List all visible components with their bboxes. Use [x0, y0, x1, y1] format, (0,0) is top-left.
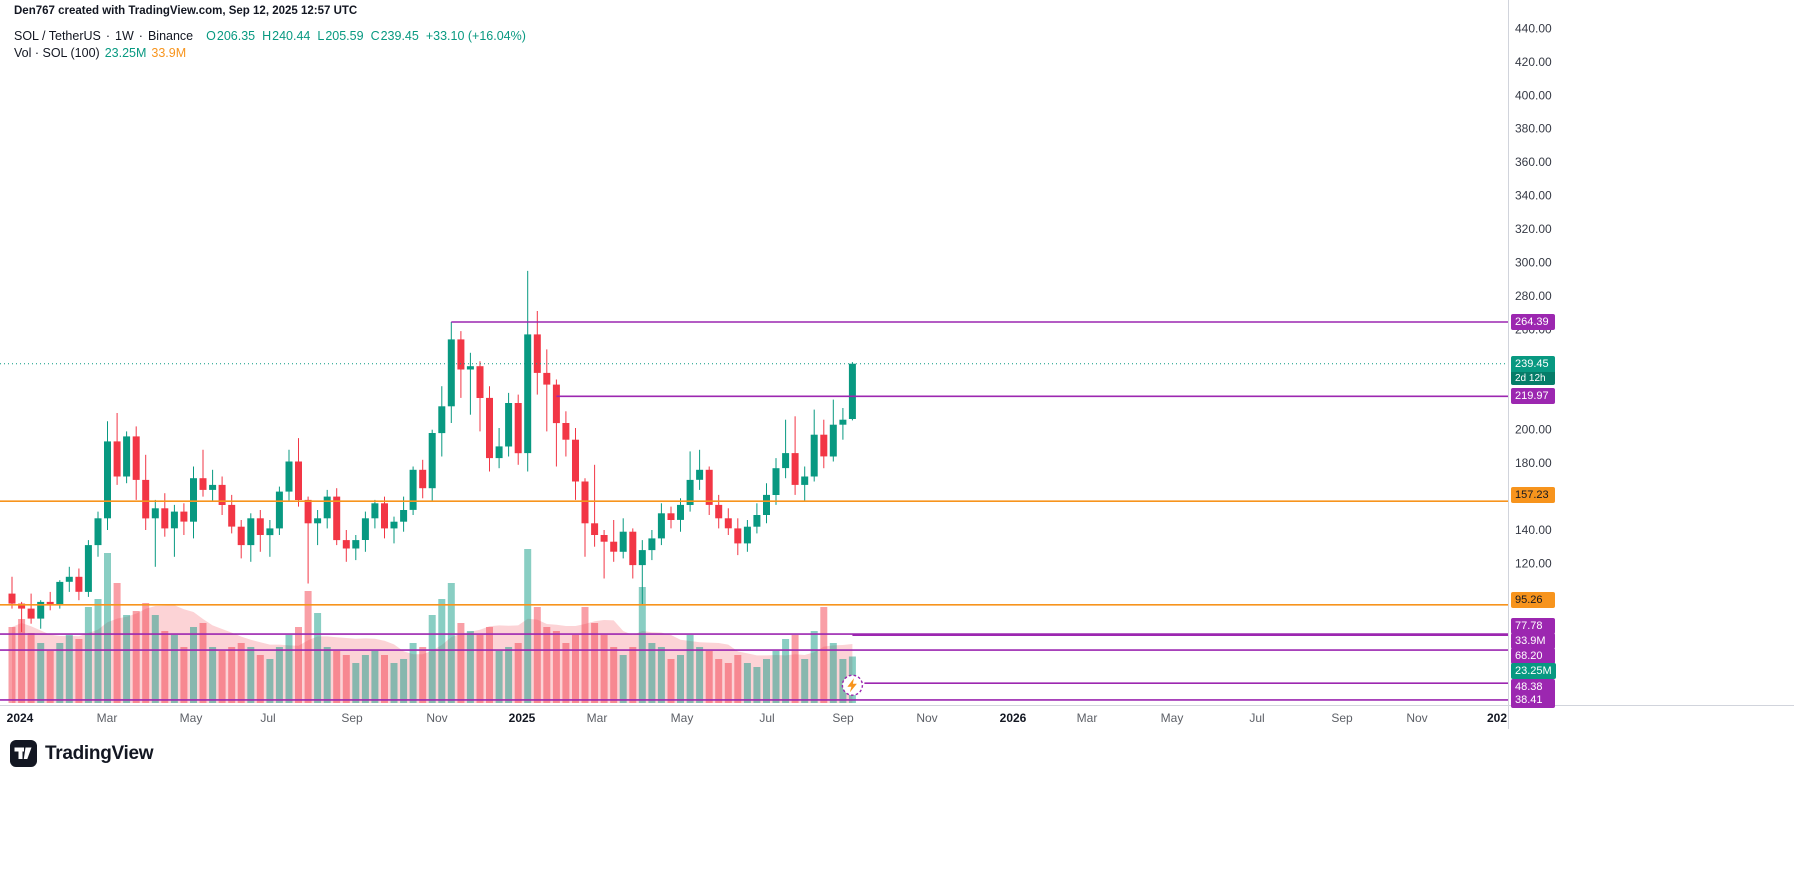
svg-text:200.00: 200.00 — [1515, 423, 1552, 437]
tradingview-logo-icon — [10, 740, 37, 767]
svg-text:400.00: 400.00 — [1515, 88, 1552, 102]
interval-label[interactable]: 1W — [115, 29, 134, 43]
svg-text:2025: 2025 — [509, 711, 536, 725]
svg-text:May: May — [1161, 711, 1184, 725]
svg-text:Jul: Jul — [759, 711, 774, 725]
svg-text:180.00: 180.00 — [1515, 456, 1552, 470]
horizontal-level-lines[interactable] — [0, 321, 1508, 701]
svg-text:120.00: 120.00 — [1515, 557, 1552, 571]
volume-ma-area — [12, 605, 853, 703]
svg-text:Nov: Nov — [916, 711, 937, 725]
bar-close-countdown: 2d 12h — [1511, 371, 1555, 385]
svg-text:Mar: Mar — [1077, 711, 1098, 725]
candles — [8, 270, 856, 632]
low-value: 205.59 — [325, 29, 364, 43]
svg-text:300.00: 300.00 — [1515, 256, 1552, 270]
open-label: O — [206, 29, 216, 43]
open-value: 206.35 — [216, 29, 256, 43]
svg-text:Sep: Sep — [341, 711, 363, 725]
svg-text:320.00: 320.00 — [1515, 222, 1552, 236]
svg-text:Sep: Sep — [832, 711, 854, 725]
svg-text:140.00: 140.00 — [1515, 523, 1552, 537]
level-badge-38-41[interactable]: 38.41 — [1511, 691, 1555, 708]
lightning-icon[interactable] — [841, 674, 864, 696]
time-axis-labels[interactable]: 2024 Mar May Jul Sep Nov 2025 Mar May Jul Sep Nov 20… — [7, 711, 1508, 725]
brand-text: TradingView — [45, 742, 154, 764]
high-label: H — [262, 29, 272, 43]
level-badge-48-38[interactable]: 48.38 — [1511, 679, 1555, 696]
svg-text:Sep: Sep — [1331, 711, 1353, 725]
volume-bars — [8, 549, 856, 703]
close-value: 239.45 — [380, 29, 419, 43]
footer: TradingView — [10, 740, 154, 767]
svg-text:Jul: Jul — [1249, 711, 1264, 725]
svg-text:2026: 2026 — [1000, 711, 1027, 725]
low-label: L — [317, 29, 325, 43]
volume-row: Vol · SOL (100) 23.25M 33.9M — [14, 46, 526, 60]
svg-text:380.00: 380.00 — [1515, 122, 1552, 136]
svg-text:202: 202 — [1487, 711, 1507, 725]
svg-text:Nov: Nov — [1406, 711, 1427, 725]
separator-dot: · — [105, 29, 111, 43]
current-volume-badge[interactable]: 23.25M — [1511, 662, 1556, 679]
price-axis-badges[interactable]: 264.39 239.45 2d 12h 219.97 157.23 95.26 77.78… — [1511, 0, 1581, 735]
ohlc-values: O 206.35 H 240.44 L 205.59 C 239.45 +33.10 (… — [206, 29, 526, 43]
current-price-badge[interactable]: 239.45 2d 12h — [1511, 355, 1555, 385]
volume-ma-badge[interactable]: 33.9M — [1511, 633, 1555, 650]
symbol-title[interactable]: SOL / TetherUS — [14, 29, 101, 43]
svg-text:May: May — [180, 711, 203, 725]
svg-text:Nov: Nov — [426, 711, 447, 725]
level-badge-95-26[interactable]: 95.26 — [1511, 591, 1555, 608]
level-badge-264-39[interactable]: 264.39 — [1511, 314, 1555, 331]
level-badge-157-23[interactable]: 157.23 — [1511, 487, 1555, 504]
exchange-label[interactable]: Binance — [147, 29, 194, 43]
volume-indicator-label[interactable]: Vol · SOL (100) — [14, 46, 100, 60]
attribution-text: Den767 created with TradingView.com, Sep… — [14, 5, 358, 17]
level-badge-68-20[interactable]: 68.20 — [1511, 648, 1555, 665]
change-value: +33.10 (+16.04%) — [425, 29, 526, 43]
close-label: C — [370, 29, 380, 43]
svg-text:280.00: 280.00 — [1515, 289, 1552, 303]
separator-dot: · — [138, 29, 143, 43]
level-badge-77-78[interactable]: 77.78 — [1511, 618, 1555, 635]
svg-text:340.00: 340.00 — [1515, 189, 1552, 203]
svg-text:Mar: Mar — [97, 711, 118, 725]
svg-text:360.00: 360.00 — [1515, 155, 1552, 169]
svg-text:Jul: Jul — [260, 711, 275, 725]
level-badge-219-97[interactable]: 219.97 — [1511, 388, 1555, 405]
volume-ma-value: 33.9M — [151, 46, 187, 60]
svg-text:May: May — [671, 711, 694, 725]
svg-text:420.00: 420.00 — [1515, 55, 1552, 69]
svg-text:Mar: Mar — [587, 711, 608, 725]
high-value: 240.44 — [272, 29, 311, 43]
tradingview-logo[interactable]: TradingView — [10, 740, 154, 767]
svg-text:2024: 2024 — [7, 711, 34, 725]
volume-value: 23.25M — [104, 46, 147, 60]
svg-text:440.00: 440.00 — [1515, 21, 1552, 35]
